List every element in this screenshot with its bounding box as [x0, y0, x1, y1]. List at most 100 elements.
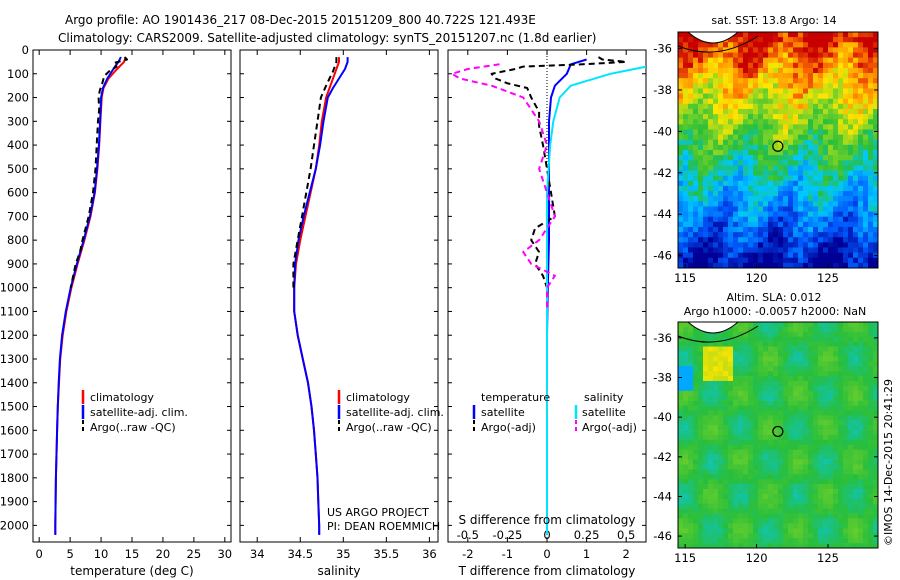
map-cell [813, 52, 819, 58]
map-cell [683, 503, 689, 509]
map-cell [753, 114, 759, 120]
map-cell [873, 366, 879, 372]
map-cell [868, 351, 874, 357]
map-cell [768, 42, 774, 48]
map-cell [788, 129, 794, 135]
map-cell [763, 144, 769, 151]
map-cell [743, 206, 749, 212]
map-cell [773, 124, 779, 130]
map-cell [793, 444, 799, 451]
map-cell [868, 32, 874, 38]
map-cell [728, 155, 734, 161]
map-cell [848, 129, 854, 135]
map-cell [828, 533, 834, 539]
map-cell [778, 42, 784, 48]
map-cell [848, 242, 854, 248]
map-cell [733, 52, 739, 58]
map-cell [848, 513, 854, 519]
map-cell [738, 73, 744, 79]
map-cell [838, 185, 844, 192]
map-cell [703, 83, 709, 89]
map-cell [688, 206, 694, 212]
map-cell [848, 170, 854, 176]
map-cell [728, 237, 734, 243]
map-cell [833, 508, 839, 514]
map-cell [738, 474, 744, 480]
map-cell [833, 336, 839, 342]
map-cell [793, 119, 799, 125]
map-cell [823, 196, 829, 202]
map-cell [798, 523, 804, 529]
map-cell [803, 150, 809, 156]
map-cell [683, 88, 689, 94]
map-cell [798, 57, 804, 64]
map-cell [843, 119, 849, 125]
map-cell [693, 390, 699, 396]
map-cell [738, 523, 744, 529]
map-cell [833, 221, 839, 228]
x2-tick-label: -0.5 [457, 528, 479, 542]
map-cell [748, 160, 754, 166]
map-cell [803, 322, 809, 328]
map-cell [843, 361, 849, 367]
map-cell [748, 252, 754, 259]
map-cell [713, 449, 719, 455]
map-cell [708, 175, 714, 182]
map-cell [783, 242, 789, 248]
map-cell [798, 83, 804, 89]
map-cell [733, 489, 739, 495]
map-cell [798, 410, 804, 416]
x-tick-label: 35.5 [374, 547, 400, 561]
map-cell [793, 83, 799, 89]
map-cell [763, 538, 769, 544]
map-cell [823, 185, 829, 192]
map-cell [773, 336, 779, 342]
map-cell [808, 257, 814, 264]
map-cell [793, 98, 799, 105]
map-cell [743, 380, 749, 387]
map-cell [873, 498, 879, 505]
map-cell [798, 385, 804, 392]
map-cell [838, 134, 844, 141]
map-cell [758, 390, 764, 396]
map-cell [788, 469, 794, 475]
map-cell [763, 508, 769, 514]
map-cell [718, 180, 724, 187]
map-cell [743, 134, 749, 141]
map-cell [753, 78, 759, 84]
map-cell [713, 444, 719, 451]
map-cell [773, 474, 779, 480]
map-cell [758, 474, 764, 480]
map-cell [728, 484, 734, 490]
map-cell [798, 405, 804, 411]
map-cell [743, 119, 749, 125]
map-cell [723, 435, 729, 441]
map-cell [818, 42, 824, 48]
map-cell [808, 242, 814, 248]
map-cell [803, 469, 809, 475]
map-cell [738, 98, 744, 105]
map-cell [718, 201, 724, 207]
map-cell [818, 484, 824, 490]
map-cell [848, 326, 854, 333]
map-cell [748, 129, 754, 135]
map-cell [723, 380, 729, 387]
map-cell [688, 405, 694, 411]
map-cell [758, 469, 764, 475]
map-cell [743, 170, 749, 176]
map-cell [768, 211, 774, 217]
map-cell [718, 119, 724, 125]
map-cell [758, 257, 764, 264]
map-cell [693, 42, 699, 48]
map-cell [873, 322, 879, 328]
map-cell [798, 493, 804, 500]
map-cell [748, 484, 754, 490]
map-cell [743, 150, 749, 156]
map-cell [738, 341, 744, 347]
map-cell [798, 226, 804, 233]
map-cell [813, 326, 819, 333]
depth-tick-label: 600 [7, 186, 29, 200]
map-cell [693, 226, 699, 233]
map-cell [838, 543, 844, 549]
map-cell [738, 543, 744, 549]
